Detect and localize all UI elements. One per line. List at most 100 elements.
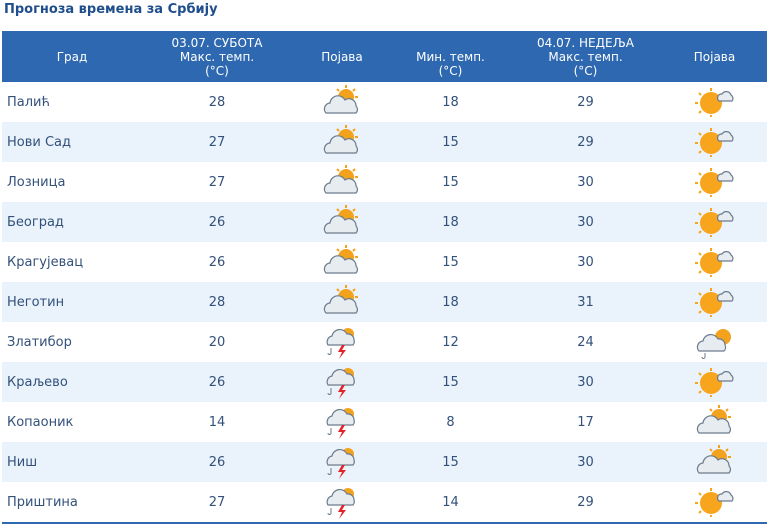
day2-min-temp: 15 <box>392 162 509 202</box>
page-title: Прогноза времена за Србију <box>4 2 218 17</box>
partly-cloudy-icon <box>318 285 366 314</box>
city-name: Неготин <box>2 282 142 322</box>
day1-phenomenon <box>292 402 392 442</box>
day2-max-unit: (°C) <box>573 63 598 78</box>
day1-phenomenon <box>292 442 392 482</box>
day1-max-temp: 14 <box>142 402 292 442</box>
day1-max-temp: 27 <box>142 162 292 202</box>
day2-max-temp: 29 <box>509 122 662 162</box>
day1-max-temp: 28 <box>142 282 292 322</box>
day1-phenomenon <box>292 202 392 242</box>
table-row: Нови Сад 27 15 29 <box>2 122 767 162</box>
day2-min-header: Мин. темп. (°C) <box>392 31 509 82</box>
day1-max-temp: 26 <box>142 442 292 482</box>
day2-max-temp: 30 <box>509 202 662 242</box>
day1-phenomenon <box>292 482 392 524</box>
day2-max-temp: 31 <box>509 282 662 322</box>
header-row: Град 03.07. СУБОТА Макс. темп. (°C) Поја… <box>2 31 767 82</box>
thunderstorm-icon <box>318 408 366 439</box>
city-name: Ниш <box>2 442 142 482</box>
table-row: Ниш 26 15 30 <box>2 442 767 482</box>
day2-min-temp: 15 <box>392 362 509 402</box>
cloud-sun-shower-icon <box>691 329 739 359</box>
day1-max-label: Макс. темп. <box>179 49 255 64</box>
city-name: Палић <box>2 82 142 122</box>
day2-max-temp: 24 <box>509 322 662 362</box>
day1-phenomenon <box>292 82 392 122</box>
sun-cloud-icon <box>691 168 739 197</box>
city-name: Краљево <box>2 362 142 402</box>
table-row: Палић 28 18 29 <box>2 82 767 122</box>
city-name: Нови Сад <box>2 122 142 162</box>
day1-max-temp: 20 <box>142 322 292 362</box>
day2-phenomenon <box>662 82 767 122</box>
table-row: Београд 26 18 30 <box>2 202 767 242</box>
day2-min-temp: 12 <box>392 322 509 362</box>
day2-phenomenon <box>662 442 767 482</box>
day2-max-temp: 29 <box>509 482 662 524</box>
day2-max-label: Макс. темп. <box>548 49 623 64</box>
day2-phenomenon <box>662 282 767 322</box>
day1-phenomenon <box>292 362 392 402</box>
day2-max-temp: 30 <box>509 242 662 282</box>
day2-max-temp: 30 <box>509 362 662 402</box>
day1-phenomenon <box>292 122 392 162</box>
city-column-header: Град <box>2 31 142 82</box>
thunderstorm-icon <box>318 368 366 399</box>
day1-max-unit: (°C) <box>205 63 229 78</box>
day2-min-temp: 18 <box>392 82 509 122</box>
day2-phenomenon <box>662 242 767 282</box>
city-name: Крагујевац <box>2 242 142 282</box>
thunderstorm-icon <box>318 328 366 359</box>
day1-max-header: 03.07. СУБОТА Макс. темп. (°C) <box>142 31 292 82</box>
partly-cloudy-icon <box>318 205 366 234</box>
partly-cloudy-icon <box>691 405 739 434</box>
day2-min-label: Мин. темп. <box>416 49 485 64</box>
city-name: Копаоник <box>2 402 142 442</box>
city-name: Београд <box>2 202 142 242</box>
day2-phenomenon <box>662 362 767 402</box>
day2-phenomenon <box>662 482 767 524</box>
day1-phenomenon-label: Појава <box>321 49 363 64</box>
table-row: Краљево 26 15 30 <box>2 362 767 402</box>
day1-phenomenon <box>292 282 392 322</box>
day1-max-temp: 26 <box>142 202 292 242</box>
thunderstorm-icon <box>318 488 366 519</box>
day2-min-temp: 8 <box>392 402 509 442</box>
day1-date: 03.07. СУБОТА <box>171 35 263 50</box>
day2-max-temp: 30 <box>509 442 662 482</box>
day2-min-temp: 18 <box>392 202 509 242</box>
day2-phenomenon-header: Појава <box>662 31 767 82</box>
table-row: Приштина 27 14 29 <box>2 482 767 524</box>
day1-max-temp: 26 <box>142 242 292 282</box>
day2-phenomenon <box>662 202 767 242</box>
day1-max-temp: 28 <box>142 82 292 122</box>
day1-phenomenon <box>292 162 392 202</box>
day1-max-temp: 27 <box>142 482 292 524</box>
day1-phenomenon-header: Појава <box>292 31 392 82</box>
sun-cloud-icon <box>691 88 739 117</box>
table-row: Златибор 20 12 24 <box>2 322 767 362</box>
day2-phenomenon <box>662 162 767 202</box>
partly-cloudy-icon <box>318 85 366 114</box>
city-name: Златибор <box>2 322 142 362</box>
city-name: Лозница <box>2 162 142 202</box>
sun-cloud-icon <box>691 488 739 517</box>
city-name: Приштина <box>2 482 142 524</box>
day2-phenomenon <box>662 322 767 362</box>
day2-phenomenon-label: Појава <box>693 49 736 64</box>
city-column-label: Град <box>56 49 88 64</box>
day2-max-temp: 29 <box>509 82 662 122</box>
day2-phenomenon <box>662 122 767 162</box>
table-row: Неготин 28 18 31 <box>2 282 767 322</box>
sun-cloud-icon <box>691 208 739 237</box>
day2-max-temp: 30 <box>509 162 662 202</box>
day2-max-header: 04.07. НЕДЕЉА Макс. темп. (°C) <box>509 31 662 82</box>
sun-cloud-icon <box>691 368 739 397</box>
day2-min-temp: 18 <box>392 282 509 322</box>
day2-min-temp: 15 <box>392 442 509 482</box>
table-row: Крагујевац 26 15 30 <box>2 242 767 282</box>
day2-min-temp: 14 <box>392 482 509 524</box>
sun-cloud-icon <box>691 128 739 157</box>
table-row: Лозница 27 15 30 <box>2 162 767 202</box>
